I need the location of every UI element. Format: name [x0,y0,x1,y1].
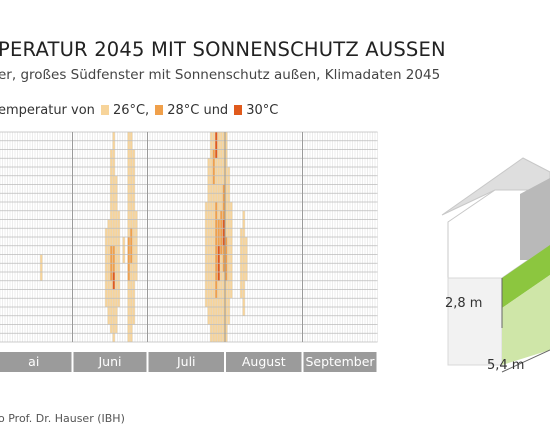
heatmap-grid [0,131,378,343]
legend-label-30: 30°C [246,103,279,118]
legend-label-26: 26°C, [112,103,150,118]
chart-title: PERATUR 2045 MIT SONNENSCHUTZ AUSSEN [0,38,446,61]
heat-cell-26c [207,158,210,325]
height-label: 2,8 m [445,296,482,311]
heat-cell-28c [220,210,223,255]
month-label: Juni [97,354,121,369]
house-roof [441,157,550,216]
heat-cell-30c [222,219,225,246]
room-diagram: 2,8 m 5,4 m [441,157,550,373]
month-box [303,352,377,372]
heat-cell-26c [122,237,125,264]
house-left-wall [447,277,503,366]
heatmap-chart: ai Juni Juli August September [0,131,378,372]
legend-prefix: emperatur von [0,103,95,118]
heat-cell-28c [225,237,228,281]
heat-cell-26c [117,210,120,307]
month-label: August [242,354,286,369]
heat-cell-28c [215,202,218,299]
month-label: September [305,354,375,369]
heat-cell-26c [245,237,248,281]
source-note: o Prof. Dr. Hauser (IBH) [0,412,125,425]
legend-swatch-28 [155,105,164,115]
heat-cell-26c [105,228,108,307]
heat-cell-28c [127,237,130,281]
legend: emperatur von 26°C, 28°C und 30°C [0,103,278,118]
month-box [73,352,147,372]
month-label: ai [28,354,39,369]
width-dimension-line [501,349,550,373]
house-side-dark [520,178,550,260]
width-label: 5,4 m [487,358,524,373]
month-axis: ai Juni Juli August September [0,352,377,372]
month-label: Juli [176,354,196,369]
month-box [0,352,72,372]
heat-cell-26c [230,202,233,299]
month-box [148,352,224,372]
legend-swatch-26 [100,105,109,115]
heat-cell-26c [110,149,113,334]
room-front-face [502,275,550,365]
heat-cell-30c [215,132,218,159]
chart-subtitle: er, großes Südfenster mit Sonnenschutz a… [0,67,441,83]
legend-swatch-30 [234,105,243,115]
legend-label-28: 28°C und [167,103,229,118]
month-box [226,352,302,372]
heat-cell-26c [40,254,43,281]
room-top-face [502,245,550,308]
